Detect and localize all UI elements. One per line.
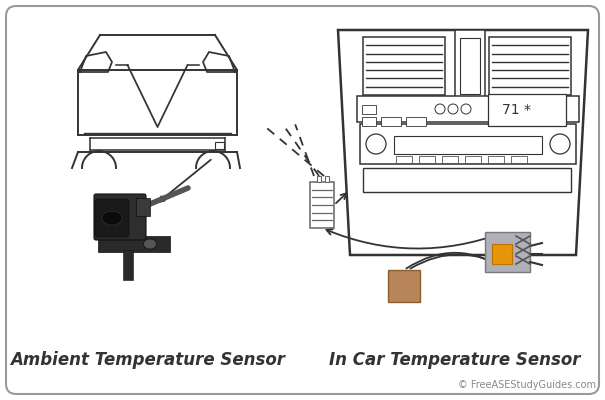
Bar <box>406 117 426 126</box>
Bar <box>488 94 566 126</box>
Bar <box>363 37 445 95</box>
Ellipse shape <box>143 239 157 249</box>
Bar <box>394 136 542 154</box>
Bar <box>396 156 412 163</box>
Text: Ambient Temperature Sensor: Ambient Temperature Sensor <box>10 351 286 369</box>
Bar <box>136 198 150 216</box>
Bar <box>442 156 458 163</box>
Bar <box>363 168 571 192</box>
Bar <box>488 156 504 163</box>
Bar <box>362 117 376 126</box>
Circle shape <box>550 134 570 154</box>
Circle shape <box>366 134 386 154</box>
Bar <box>419 156 435 163</box>
FancyBboxPatch shape <box>6 6 599 394</box>
Text: © FreeASEStudyGuides.com: © FreeASEStudyGuides.com <box>458 380 596 390</box>
Bar <box>360 124 576 164</box>
Bar <box>485 232 530 272</box>
Circle shape <box>448 104 458 114</box>
Bar <box>489 37 571 95</box>
Bar <box>460 38 480 94</box>
Bar <box>362 105 376 114</box>
Bar <box>310 182 334 228</box>
Polygon shape <box>338 30 588 255</box>
Bar <box>98 236 170 252</box>
Bar <box>357 96 579 122</box>
Bar <box>325 176 329 182</box>
Bar <box>492 244 512 264</box>
Bar <box>381 117 401 126</box>
Text: 71 *: 71 * <box>502 103 531 117</box>
Bar <box>465 156 481 163</box>
FancyBboxPatch shape <box>94 194 146 240</box>
Bar <box>215 142 224 149</box>
Circle shape <box>435 104 445 114</box>
Bar <box>455 30 485 102</box>
Bar <box>317 176 321 182</box>
Text: In Car Temperature Sensor: In Car Temperature Sensor <box>329 351 581 369</box>
Bar <box>388 270 420 302</box>
Ellipse shape <box>102 211 122 225</box>
FancyBboxPatch shape <box>95 199 129 237</box>
Bar <box>511 156 527 163</box>
Bar <box>123 250 133 280</box>
Circle shape <box>461 104 471 114</box>
